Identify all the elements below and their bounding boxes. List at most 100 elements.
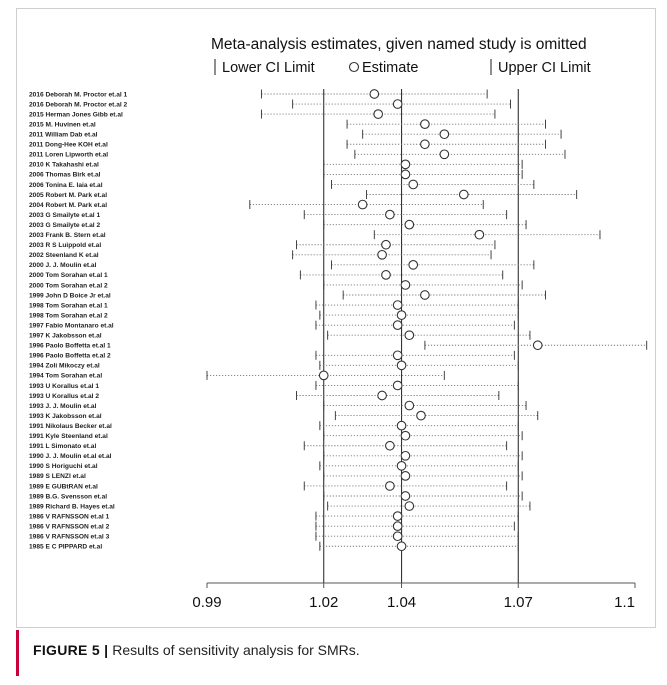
estimate-marker xyxy=(385,481,395,491)
estimate-marker xyxy=(458,189,469,200)
estimate-marker xyxy=(439,149,450,160)
estimate-marker xyxy=(404,330,415,341)
study-label: 1996 Paolo Boffetta et.al 1 xyxy=(29,343,111,350)
estimate-marker xyxy=(396,360,407,371)
estimate-marker xyxy=(420,119,430,129)
estimate-marker xyxy=(381,239,391,250)
study-label: 2006 Thomas Birk et.al xyxy=(29,172,101,179)
estimate-marker xyxy=(392,521,403,532)
x-tick-label: 1.02 xyxy=(309,594,338,611)
estimate-marker xyxy=(400,450,411,461)
study-label: 2000 J. J. Moulin et.al xyxy=(29,262,97,269)
study-label: 2002 Steenland K et.al xyxy=(29,252,99,259)
estimate-marker xyxy=(396,310,407,320)
study-label: 1989 S LENZI et.al xyxy=(29,473,86,480)
estimate-marker xyxy=(532,340,543,351)
study-label: 1998 Tom Sorahan et.al 1 xyxy=(29,302,108,309)
estimate-marker xyxy=(392,350,403,361)
study-label: 1998 Tom Sorahan et.al 2 xyxy=(29,312,108,319)
study-label: 2011 Loren Lipworth et.al xyxy=(29,152,108,159)
legend: Lower CI Limit Estimate Upper CI Limit xyxy=(214,59,591,76)
estimate-marker xyxy=(408,179,419,190)
reference-lines xyxy=(323,89,519,583)
study-label: 2003 G Smailyte et.al 1 xyxy=(29,212,100,219)
figure-frame: Meta-analysis estimates, given named stu… xyxy=(16,8,656,628)
estimate-marker xyxy=(474,229,485,240)
figure-caption: FIGURE 5 | Results of sensitivity analys… xyxy=(16,630,656,676)
legend-estimate-label: Estimate xyxy=(362,60,418,76)
study-label: 2015 Herman Jones Gibb et.al xyxy=(29,111,123,118)
study-label: 2011 Dong-Hee KOH et.al xyxy=(29,142,108,149)
x-tick-label: 0.99 xyxy=(192,594,221,611)
estimate-marker xyxy=(377,249,387,260)
study-label: 2003 Frank B. Stern et.al xyxy=(29,232,106,239)
study-label: 1986 V RAFNSSON et.al 2 xyxy=(29,523,110,530)
study-label: 2010 K Takahashi et.al xyxy=(29,162,99,169)
confidence-intervals xyxy=(206,89,648,552)
study-label: 1997 K Jakobsson et.al xyxy=(29,333,102,340)
estimate-marker xyxy=(400,430,411,441)
estimate-marker xyxy=(381,270,391,280)
study-label: 1993 U Korallus et.al 1 xyxy=(29,383,99,390)
study-label: 1989 B.G. Svensson et.al xyxy=(29,493,107,500)
caption-label: FIGURE 5 | xyxy=(33,642,109,658)
estimate-marker xyxy=(400,169,411,180)
study-label: 1996 Paolo Boffetta et.al 2 xyxy=(29,353,111,360)
forest-plot: Meta-analysis estimates, given named stu… xyxy=(29,36,648,611)
x-tick-label: 1.1 xyxy=(614,594,635,611)
study-label: 2006 Tonina E. Iaia et.al xyxy=(29,182,103,189)
estimate-marker xyxy=(408,260,419,270)
study-label: 1989 Richard B. Hayes et.al xyxy=(29,503,115,510)
study-label: 1989 E GUBtRAN et.al xyxy=(29,483,98,490)
estimate-marker xyxy=(400,491,411,501)
study-label: 1991 Nikolaus Becker et.al xyxy=(29,423,112,430)
estimate-marker xyxy=(404,501,415,511)
estimate-marker xyxy=(400,280,411,290)
estimate-marker xyxy=(439,129,450,140)
estimate-marker xyxy=(369,89,380,99)
study-label: 2003 R S Luippold et.al xyxy=(29,242,101,249)
estimate-marker xyxy=(416,410,426,421)
estimate-marker xyxy=(420,290,430,300)
study-label: 1993 J. J. Moulin et.al xyxy=(29,403,97,410)
estimate-marker xyxy=(385,209,395,220)
study-label: 1990 J. J. Moulin et.al et.al xyxy=(29,453,112,460)
estimate-marker xyxy=(318,370,329,381)
study-label: 1986 V RAFNSSON et.al 3 xyxy=(29,534,110,541)
estimate-marker xyxy=(392,300,403,310)
estimate-marker xyxy=(357,199,368,210)
legend-upper-label: Upper CI Limit xyxy=(498,60,591,76)
study-label: 1994 Tom Sorahan et.al xyxy=(29,373,102,380)
study-label: 2003 G Smailyte et.al 2 xyxy=(29,222,100,229)
study-label: 2004 Robert M. Park et.al xyxy=(29,202,107,209)
study-label: 1986 V RAFNSSON et.al 1 xyxy=(29,513,110,520)
study-label: 1991 L Simonato et.al xyxy=(29,443,96,450)
study-label: 2000 Tom Sorahan et.al 1 xyxy=(29,272,108,279)
x-tick-label: 1.04 xyxy=(387,594,416,611)
study-label: 2015 M. Huvinen et.al xyxy=(29,121,96,128)
study-label: 2016 Deborah M. Proctor et.al 1 xyxy=(29,91,128,98)
study-label: 1997 Fabio Montanaro et.al xyxy=(29,322,114,329)
chart-title: Meta-analysis estimates, given named stu… xyxy=(211,36,587,53)
caption-text: Results of sensitivity analysis for SMRs… xyxy=(108,642,360,658)
estimate-marker xyxy=(400,471,411,481)
legend-estimate-marker xyxy=(348,61,360,73)
study-label: 2011 William Dab et.al xyxy=(29,132,98,139)
study-label: 1991 Kyle Steenland et.al xyxy=(29,433,108,440)
estimate-marker xyxy=(396,461,407,471)
legend-lower-label: Lower CI Limit xyxy=(222,60,315,76)
study-label: 2000 Tom Sorahan et.al 2 xyxy=(29,282,108,289)
study-label: 2016 Deborah M. Proctor et.al 2 xyxy=(29,101,128,108)
study-label: 1985 E C PIPPARD et.al xyxy=(29,544,102,551)
x-axis-ticks: 0.99 1.02 1.04 1.07 1.1 xyxy=(192,583,636,611)
x-tick-label: 1.07 xyxy=(504,594,533,611)
study-label: 1994 Zoli Mikoczy et.al xyxy=(29,363,100,370)
estimate-marker xyxy=(392,380,403,391)
study-labels: 2016 Deborah M. Proctor et.al 1 2016 Debo… xyxy=(29,91,128,550)
study-label: 2005 Robert M. Park et.al xyxy=(29,192,107,199)
estimate-marker xyxy=(392,511,403,521)
estimate-marker xyxy=(392,99,403,109)
study-label: 1999 John D Boice Jr et.al xyxy=(29,292,111,299)
study-label: 1993 U Korallus et.al 2 xyxy=(29,393,99,400)
estimate-marker xyxy=(377,390,387,401)
